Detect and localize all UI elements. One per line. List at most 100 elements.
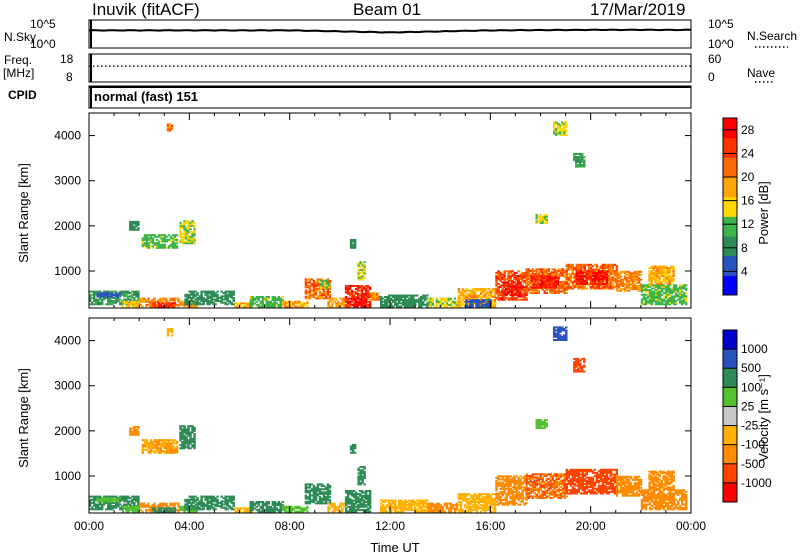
noise-strip-frame xyxy=(88,19,692,49)
heatmap-cell xyxy=(473,501,477,503)
heatmap-cell xyxy=(644,296,648,299)
heatmap-cell xyxy=(216,296,219,299)
heatmap-cell xyxy=(267,510,271,513)
heatmap-cell xyxy=(652,298,656,301)
heatmap-cell xyxy=(637,281,641,284)
heatmap-cell xyxy=(631,280,635,283)
heatmap-cell xyxy=(284,303,287,306)
heatmap-cell xyxy=(457,501,461,503)
heatmap-cell xyxy=(418,510,421,513)
heatmap-cell xyxy=(619,285,623,287)
heatmap-cell xyxy=(362,297,366,300)
heatmap-cell xyxy=(613,278,617,280)
heatmap-cell xyxy=(361,262,364,265)
heatmap-cell xyxy=(652,265,655,268)
heatmap-cell xyxy=(642,284,646,287)
heatmap-cell xyxy=(457,493,461,496)
heatmap-cell xyxy=(439,507,443,510)
heatmap-cell xyxy=(333,508,336,511)
heatmap-cell xyxy=(109,303,112,306)
heatmap-cell xyxy=(212,298,215,301)
heatmap-cell xyxy=(224,500,227,503)
heatmap-cell xyxy=(660,289,664,291)
heatmap-cell xyxy=(617,275,621,278)
heatmap-cell xyxy=(477,497,481,500)
heatmap-cell xyxy=(198,506,201,509)
heatmap-cell xyxy=(364,294,368,297)
heatmap-cell xyxy=(556,283,560,286)
heatmap-cell xyxy=(527,288,530,291)
heatmap-cell xyxy=(388,299,391,302)
heatmap-cell xyxy=(575,275,579,277)
heatmap-cell xyxy=(191,240,194,243)
heatmap-cell xyxy=(459,493,463,496)
heatmap-cell xyxy=(206,495,209,498)
heatmap-cell xyxy=(511,297,514,300)
heatmap-cell xyxy=(190,497,193,500)
heatmap-cell xyxy=(668,292,672,295)
heatmap-cell xyxy=(652,271,655,274)
heatmap-cell xyxy=(149,300,152,303)
heatmap-cell xyxy=(190,498,193,501)
heatmap-cell xyxy=(559,287,563,290)
heatmap-cell xyxy=(625,283,629,286)
heatmap-cell xyxy=(137,300,141,303)
heatmap-cell xyxy=(189,305,192,308)
heatmap-cell xyxy=(114,295,118,298)
heatmap-cell xyxy=(143,299,146,302)
heatmap-cell xyxy=(337,303,340,306)
heatmap-cell xyxy=(273,504,277,507)
heatmap-cell xyxy=(481,299,484,302)
heatmap-cell xyxy=(106,497,110,500)
heatmap-cell xyxy=(368,504,372,507)
heatmap-cell xyxy=(341,299,344,302)
heatmap-cell xyxy=(133,298,136,301)
heatmap-cell xyxy=(93,295,96,298)
heatmap-cell xyxy=(348,497,352,500)
heatmap-cell xyxy=(238,303,241,306)
heatmap-cell xyxy=(350,499,354,502)
heatmap-cell xyxy=(666,284,670,287)
heatmap-cell xyxy=(316,483,320,486)
heatmap-cell xyxy=(157,505,160,508)
heatmap-cell xyxy=(579,279,583,282)
heatmap-cell xyxy=(339,302,342,305)
heatmap-cell xyxy=(674,293,678,296)
heatmap-cell xyxy=(350,299,354,302)
heatmap-cell xyxy=(111,495,114,498)
heatmap-cell xyxy=(185,242,188,245)
heatmap-cell xyxy=(541,288,544,291)
heatmap-cell xyxy=(497,273,500,276)
heatmap-cell xyxy=(312,488,316,491)
heatmap-cell xyxy=(356,501,360,503)
heatmap-cell xyxy=(308,281,312,284)
heatmap-cell xyxy=(532,285,535,287)
heatmap-cell xyxy=(467,303,471,306)
heatmap-cell xyxy=(129,302,133,305)
heatmap-cell xyxy=(416,300,419,303)
heatmap-cell xyxy=(193,240,196,243)
heatmap-cell xyxy=(459,496,463,499)
heatmap-cell xyxy=(461,289,465,292)
heatmap-cell xyxy=(320,502,324,505)
power-colorbar-tick-label: 12 xyxy=(741,217,755,231)
heatmap-cell xyxy=(465,294,469,297)
heatmap-cell xyxy=(362,302,365,305)
heatmap-cell xyxy=(249,510,252,513)
heatmap-cell xyxy=(187,234,190,237)
heatmap-cell xyxy=(483,510,487,513)
heatmap-cell xyxy=(542,278,545,281)
heatmap-cell xyxy=(208,290,211,293)
heatmap-cell xyxy=(364,291,368,294)
heatmap-cell xyxy=(327,303,330,306)
heatmap-cell xyxy=(615,278,619,281)
heatmap-cell xyxy=(263,297,267,300)
heatmap-cell xyxy=(183,234,186,237)
heatmap-cell xyxy=(648,276,651,279)
heatmap-cell xyxy=(109,296,112,299)
heatmap-cell xyxy=(654,293,658,296)
heatmap-cell xyxy=(402,294,405,297)
cpid-strip-frame xyxy=(88,85,692,109)
heatmap-cell xyxy=(404,302,407,305)
heatmap-cell xyxy=(633,270,637,273)
